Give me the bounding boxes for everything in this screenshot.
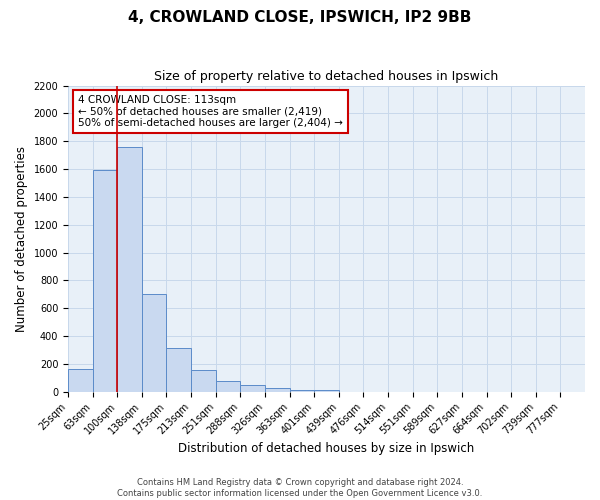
Y-axis label: Number of detached properties: Number of detached properties (15, 146, 28, 332)
Bar (92, 170, 117, 392)
Text: Contains HM Land Registry data © Crown copyright and database right 2024.
Contai: Contains HM Land Registry data © Crown c… (118, 478, 482, 498)
Text: 4, CROWLAND CLOSE, IPSWICH, IP2 9BB: 4, CROWLAND CLOSE, IPSWICH, IP2 9BB (128, 10, 472, 25)
Bar (166, 348, 191, 392)
Bar (142, 294, 166, 392)
X-axis label: Distribution of detached houses by size in Ipswich: Distribution of detached houses by size … (178, 442, 475, 455)
Text: 4 CROWLAND CLOSE: 113sqm
← 50% of detached houses are smaller (2,419)
50% of sem: 4 CROWLAND CLOSE: 113sqm ← 50% of detach… (79, 94, 343, 128)
Bar (68, 370, 92, 392)
Bar (117, 147, 142, 392)
Title: Size of property relative to detached houses in Ipswich: Size of property relative to detached ho… (154, 70, 499, 83)
Bar (290, 390, 314, 392)
Bar (314, 390, 339, 392)
Bar (216, 380, 241, 392)
Bar (191, 370, 216, 392)
Bar (241, 386, 265, 392)
Bar (265, 388, 290, 392)
